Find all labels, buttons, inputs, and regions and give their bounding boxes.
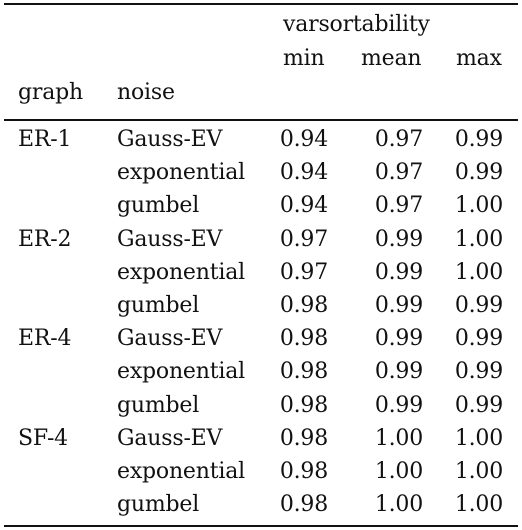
cell-min: 0.97 — [279, 227, 328, 252]
cell-min: 0.98 — [279, 492, 328, 517]
cell-max: 0.99 — [454, 160, 503, 185]
cell-min: 0.94 — [279, 193, 328, 218]
cell-mean: 1.00 — [374, 426, 423, 451]
bottom-rule — [4, 525, 518, 527]
cell-noise: Gauss-EV — [117, 127, 223, 152]
cell-noise: exponential — [117, 459, 245, 484]
cell-mean: 0.99 — [374, 359, 423, 384]
cell-mean: 0.97 — [374, 193, 423, 218]
cell-graph: ER-1 — [18, 127, 72, 152]
cell-min: 0.98 — [279, 293, 328, 318]
header-varsortability: varsortability — [283, 12, 430, 37]
cell-noise: exponential — [117, 260, 245, 285]
cell-noise: exponential — [117, 160, 245, 185]
cell-graph: ER-2 — [18, 227, 72, 252]
cell-mean: 1.00 — [374, 459, 423, 484]
cell-noise: gumbel — [117, 293, 200, 318]
cell-mean: 0.97 — [374, 160, 423, 185]
header-noise: noise — [117, 80, 175, 105]
cell-max: 1.00 — [454, 260, 503, 285]
cell-min: 0.98 — [279, 393, 328, 418]
cell-max: 0.99 — [454, 393, 503, 418]
cell-min: 0.98 — [279, 459, 328, 484]
cell-noise: Gauss-EV — [117, 326, 223, 351]
cell-min: 0.98 — [279, 426, 328, 451]
cell-max: 1.00 — [454, 426, 503, 451]
cell-graph: SF-4 — [18, 426, 68, 451]
header-min: min — [283, 46, 325, 71]
cell-min: 0.98 — [279, 359, 328, 384]
cell-graph: ER-4 — [18, 326, 72, 351]
cell-max: 1.00 — [454, 459, 503, 484]
cell-min: 0.97 — [279, 260, 328, 285]
header-mean: mean — [361, 46, 422, 71]
cell-noise: gumbel — [117, 492, 200, 517]
cell-noise: Gauss-EV — [117, 426, 223, 451]
cell-min: 0.98 — [279, 326, 328, 351]
cell-max: 0.99 — [454, 326, 503, 351]
cell-mean: 0.99 — [374, 227, 423, 252]
cell-max: 1.00 — [454, 492, 503, 517]
cell-noise: gumbel — [117, 393, 200, 418]
cell-max: 1.00 — [454, 193, 503, 218]
cell-max: 0.99 — [454, 359, 503, 384]
cell-min: 0.94 — [279, 160, 328, 185]
cell-max: 1.00 — [454, 227, 503, 252]
cell-mean: 1.00 — [374, 492, 423, 517]
header-max: max — [456, 46, 502, 71]
cell-mean: 0.99 — [374, 293, 423, 318]
cell-mean: 0.99 — [374, 326, 423, 351]
header-graph: graph — [18, 80, 83, 105]
cell-noise: gumbel — [117, 193, 200, 218]
top-rule — [4, 3, 518, 5]
cell-mean: 0.99 — [374, 393, 423, 418]
cell-min: 0.94 — [279, 127, 328, 152]
header-rule — [4, 119, 518, 121]
cell-max: 0.99 — [454, 127, 503, 152]
cell-noise: exponential — [117, 359, 245, 384]
cell-mean: 0.97 — [374, 127, 423, 152]
cell-mean: 0.99 — [374, 260, 423, 285]
cell-max: 0.99 — [454, 293, 503, 318]
cell-noise: Gauss-EV — [117, 227, 223, 252]
